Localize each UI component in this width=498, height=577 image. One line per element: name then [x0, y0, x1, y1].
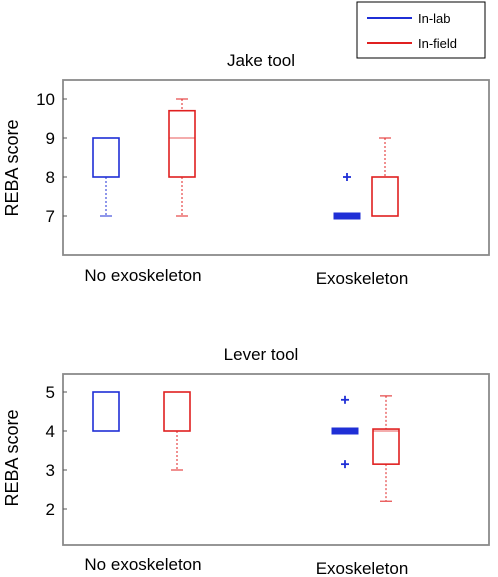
interquartile-box [92, 391, 120, 432]
box-in-field-no-exoskeleton [168, 98, 196, 217]
jake-tool-boxes [92, 98, 399, 220]
box-in-lab-exoskeleton [333, 173, 361, 220]
y-tick-label: 3 [46, 461, 55, 480]
y-tick-label: 9 [46, 129, 55, 148]
box-in-lab-no-exoskeleton [92, 391, 120, 432]
collapsed-box [331, 427, 359, 435]
lever-tool-category-no-exoskeleton: No exoskeleton [84, 555, 201, 574]
lever-tool-boxes [92, 391, 400, 502]
box-in-field-exoskeleton [371, 137, 399, 217]
lever-tool-y-ticks: 2 3 4 5 [46, 383, 67, 519]
interquartile-box [92, 137, 120, 178]
lever-tool-panel: Lever tool REBA score 2 3 4 5 No exoskeleto… [2, 345, 490, 577]
y-tick-label: 7 [46, 207, 55, 226]
legend-label-in-lab: In-lab [418, 11, 451, 26]
legend: In-lab In-field [356, 1, 486, 59]
box-in-field-no-exoskeleton [163, 391, 191, 471]
collapsed-box [333, 212, 361, 220]
jake-tool-panel: Jake tool REBA score 7 8 9 10 No exoskeleto… [2, 51, 490, 288]
jake-tool-y-ticks: 7 8 9 10 [36, 90, 67, 226]
y-tick-label: 2 [46, 500, 55, 519]
interquartile-box [168, 109, 196, 178]
lever-tool-title: Lever tool [224, 345, 299, 364]
y-tick-label: 5 [46, 383, 55, 402]
lever-tool-plot-frame [62, 373, 490, 546]
jake-tool-y-axis-label: REBA score [2, 119, 22, 216]
jake-tool-category-no-exoskeleton: No exoskeleton [84, 266, 201, 285]
lever-tool-y-axis-label: REBA score [2, 409, 22, 506]
jake-tool-category-exoskeleton: Exoskeleton [316, 269, 409, 288]
box-in-lab-exoskeleton [331, 395, 359, 469]
box-in-field-exoskeleton [372, 395, 400, 502]
y-tick-label: 4 [46, 422, 55, 441]
y-tick-label: 10 [36, 90, 55, 109]
lever-tool-category-exoskeleton: Exoskeleton [316, 559, 409, 577]
legend-frame [356, 1, 486, 59]
legend-label-in-field: In-field [418, 36, 457, 51]
jake-tool-plot-frame [62, 79, 490, 256]
y-tick-label: 8 [46, 168, 55, 187]
jake-tool-title: Jake tool [227, 51, 295, 70]
box-in-lab-no-exoskeleton [92, 137, 120, 217]
interquartile-box [163, 391, 191, 432]
interquartile-box [372, 428, 400, 465]
interquartile-box [371, 176, 399, 217]
